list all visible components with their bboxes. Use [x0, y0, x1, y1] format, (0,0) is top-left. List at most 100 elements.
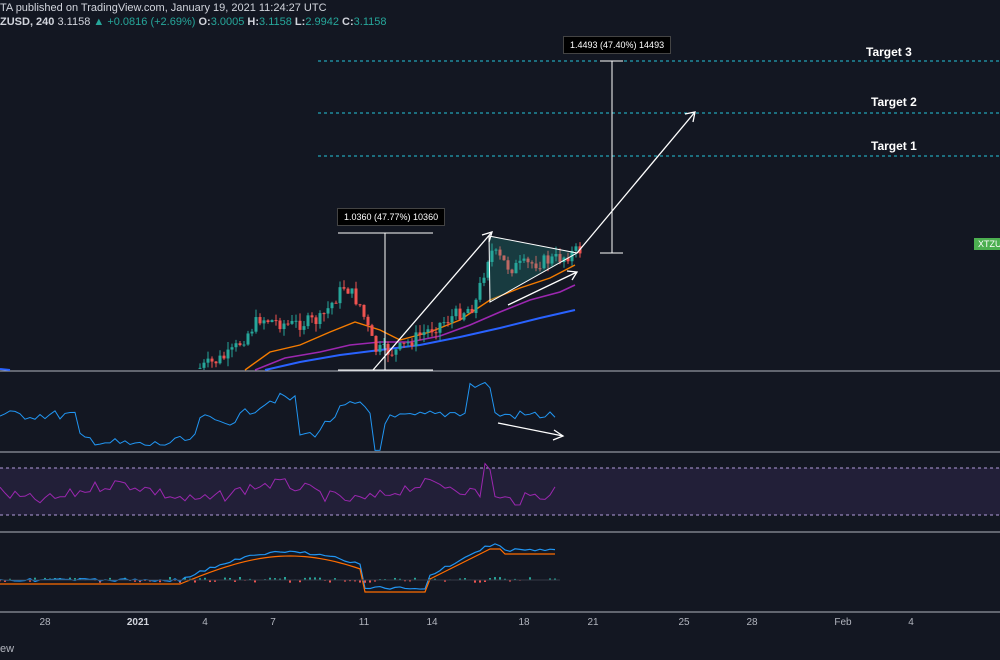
candle-body — [218, 355, 222, 364]
candle-body — [386, 344, 390, 355]
candle-body — [198, 367, 202, 369]
candle-body — [298, 320, 302, 330]
candle-body — [258, 317, 262, 324]
candle-body — [302, 326, 306, 330]
candle-body — [434, 332, 438, 334]
x-tick: 14 — [426, 617, 438, 628]
candle-body — [574, 246, 578, 251]
candle-body — [526, 258, 530, 263]
arrow-rally-1 — [372, 231, 493, 371]
candle-body — [230, 347, 234, 350]
candle-body — [234, 343, 238, 348]
low-value: 2.9942 — [305, 16, 339, 28]
x-tick: 25 — [678, 617, 690, 628]
x-tick: 28 — [746, 617, 758, 628]
candle-body — [362, 304, 366, 317]
candle-body — [226, 349, 230, 359]
candle-body — [354, 288, 358, 305]
candle-body — [290, 320, 294, 324]
candle-body — [394, 349, 398, 355]
candle-body — [466, 309, 470, 314]
candle-body — [566, 257, 570, 262]
candle-body — [306, 315, 310, 327]
candle-body — [418, 332, 422, 335]
candle-body — [458, 308, 462, 320]
candle-body — [338, 287, 342, 304]
candle-body — [318, 313, 322, 324]
candle-body — [390, 354, 394, 356]
candle-body — [398, 342, 402, 350]
candle-body — [358, 304, 362, 306]
x-tick: 7 — [270, 617, 276, 628]
price-badge: XTZU — [974, 238, 1000, 250]
x-tick: 28 — [39, 617, 51, 628]
candle-body — [498, 249, 502, 256]
candle-body — [486, 261, 490, 278]
candle-body — [310, 315, 314, 318]
candle-body — [550, 256, 554, 264]
macd-signal-line — [0, 548, 555, 593]
candle-body — [274, 320, 278, 322]
candle-body — [514, 262, 518, 274]
candle-body — [494, 249, 498, 251]
candle-body — [278, 320, 282, 330]
rsi-band — [0, 468, 1000, 515]
candle-body — [402, 342, 406, 344]
candle-body — [454, 308, 458, 317]
candle-body — [246, 333, 250, 345]
candle-body — [270, 320, 274, 323]
candle-body — [518, 260, 522, 263]
candle-body — [342, 287, 346, 289]
candle-body — [202, 362, 206, 368]
candle-body — [238, 343, 242, 346]
candle-body — [370, 325, 374, 336]
candle-body — [422, 332, 426, 335]
candle-body — [510, 269, 514, 274]
candle-body — [242, 344, 246, 346]
open-value: 3.0005 — [210, 16, 245, 28]
candle-body — [534, 263, 538, 269]
measure-small-label: 1.0360 (47.77%) 10360 — [337, 208, 446, 226]
oscillator-line — [0, 381, 556, 451]
candle-body — [542, 255, 546, 269]
x-tick: 18 — [518, 617, 530, 628]
candle-body — [250, 331, 254, 334]
ema-blue-left — [0, 368, 11, 371]
candle-body — [426, 329, 430, 333]
candle-body — [214, 361, 218, 364]
candle-body — [294, 320, 298, 322]
candle-body — [470, 309, 474, 313]
candle-body — [346, 288, 350, 294]
footer-logo-text: ew — [0, 643, 15, 655]
candle-body — [522, 258, 526, 261]
symbol-name[interactable]: ZUSD, 240 — [0, 16, 55, 28]
candle-body — [266, 320, 270, 323]
rsi-line — [0, 462, 556, 506]
symbol-info: ZUSD, 240 3.1158 ▲ +0.0816 (+2.69%) O:3.… — [0, 16, 387, 28]
price-change: ▲ +0.0816 (+2.69%) — [93, 16, 196, 28]
candle-body — [406, 342, 410, 344]
candle-body — [442, 322, 446, 324]
candle-body — [210, 358, 214, 362]
target3-label: Target 3 — [866, 45, 912, 59]
publish-info: TA published on TradingView.com, January… — [0, 2, 327, 14]
candle-body — [546, 255, 550, 264]
x-tick: Feb — [834, 617, 852, 628]
x-tick: 4 — [908, 617, 914, 628]
target2-label: Target 2 — [871, 95, 917, 109]
candle-body — [414, 332, 418, 347]
candle-body — [374, 335, 378, 352]
high-value: 3.1158 — [259, 16, 292, 28]
last-price: 3.1158 — [57, 16, 91, 28]
candle-body — [382, 344, 386, 346]
candle-body — [490, 250, 494, 262]
arrow-lower-trend — [507, 271, 578, 306]
candle-body — [314, 317, 318, 324]
arrow-projection-head — [684, 111, 696, 123]
ema-purple-line — [254, 284, 576, 371]
candle-body — [262, 320, 266, 324]
candle-body — [478, 282, 482, 300]
close-value: 3.1158 — [353, 16, 387, 28]
arrow-lower-trend-head — [566, 270, 579, 281]
